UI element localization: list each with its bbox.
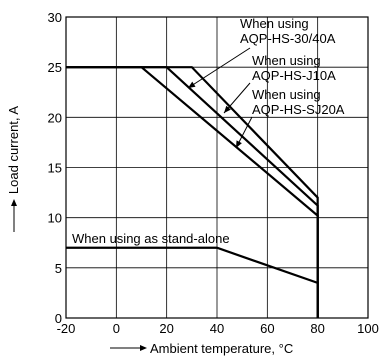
y-tick-label: 15 bbox=[48, 161, 62, 176]
annotation-text: When using as stand-alone bbox=[72, 231, 230, 246]
x-tick-label: 100 bbox=[357, 321, 379, 336]
annotation-text: When using bbox=[252, 87, 321, 102]
y-tick-label: 10 bbox=[48, 211, 62, 226]
leader-arrowhead bbox=[236, 140, 242, 148]
series-line bbox=[66, 66, 319, 318]
x-axis-arrowhead bbox=[140, 345, 147, 351]
annotation-text: AQP-HS-J10A bbox=[252, 68, 336, 83]
annotation-text: AQP-HS-30/40A bbox=[240, 31, 336, 46]
x-tick-label: 0 bbox=[113, 321, 120, 336]
y-axis-label: Load current, A bbox=[6, 106, 21, 194]
leader-line bbox=[187, 47, 251, 89]
x-tick-label: 80 bbox=[310, 321, 324, 336]
leader-arrowhead bbox=[224, 105, 231, 113]
annotation-text: When using bbox=[252, 53, 321, 68]
y-tick-label: 5 bbox=[55, 261, 62, 276]
annotation-text: AQP-HS-SJ20A bbox=[252, 102, 345, 117]
y-tick-label: 30 bbox=[48, 10, 62, 25]
axis-titles: Ambient temperature, °C Load current, A bbox=[6, 106, 293, 356]
x-tick-label: 20 bbox=[159, 321, 173, 336]
x-axis-label: Ambient temperature, °C bbox=[150, 341, 293, 356]
grid bbox=[66, 17, 368, 318]
y-tick-label: 0 bbox=[55, 311, 62, 326]
series-line bbox=[66, 246, 319, 318]
x-tick-label: 40 bbox=[210, 321, 224, 336]
annotation-text: When using bbox=[240, 16, 309, 31]
y-tick-label: 20 bbox=[48, 110, 62, 125]
x-tick-label: -20 bbox=[57, 321, 76, 336]
y-tick-label: 25 bbox=[48, 60, 62, 75]
x-tick-label: 60 bbox=[260, 321, 274, 336]
leader-arrowhead bbox=[188, 81, 196, 88]
plot-frame bbox=[65, 16, 369, 319]
y-axis-arrowhead bbox=[11, 199, 17, 206]
annotation-arrows bbox=[187, 47, 253, 149]
